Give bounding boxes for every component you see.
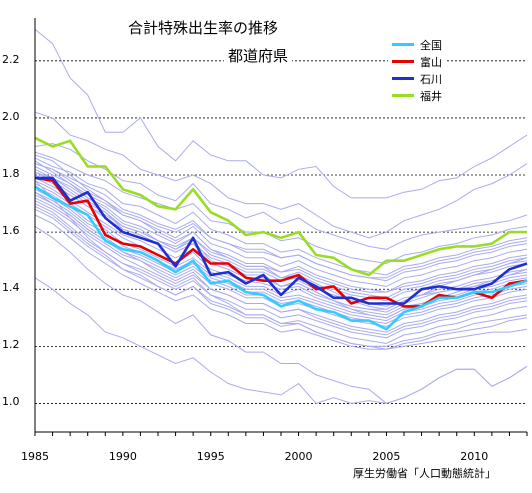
background-series-group [34,29,528,404]
background-series-line-3 [34,151,528,265]
background-series-line-25 [34,191,528,336]
y-tick-label-1.0: 1.0 [2,395,20,409]
x-tick-label-1990: 1990 [108,450,137,463]
background-series-line-20 [34,154,528,310]
series-line-fukui [34,136,527,277]
legend-swatch-ishikawa [392,77,414,80]
background-series-line-7 [34,168,528,293]
legend-item-national: 全国 [392,36,442,53]
background-series-line-30 [34,277,528,404]
y-tick-label-1.6: 1.6 [2,224,20,238]
x-tick-marks [34,432,528,436]
legend-swatch-toyama [392,60,414,63]
y-tick-label-2.2: 2.2 [2,52,20,66]
legend-swatch-national [392,43,414,46]
legend-item-toyama: 富山 [392,53,442,70]
legend-label-ishikawa: 石川 [420,72,442,86]
x-tick-label-2005: 2005 [372,450,401,463]
background-series-line-4 [34,157,528,276]
highlight-series-group [34,136,528,331]
y-tick-label-1.4: 1.4 [2,281,20,295]
y-tick-label-1.2: 1.2 [2,338,20,352]
background-series-line-14 [34,191,528,322]
legend-label-toyama: 富山 [420,55,442,69]
legend-swatch-fukui [392,94,414,97]
x-tick-label-1995: 1995 [196,450,225,463]
background-series-line-6 [34,166,528,287]
chart-title: 合計特殊出生率の推移 [128,18,338,38]
background-series-line-29 [34,225,528,404]
x-tick-label-1985: 1985 [21,450,49,463]
legend-item-fukui: 福井 [392,87,442,104]
background-series-line-27 [34,214,528,350]
background-series-line-22 [34,171,528,310]
chart-subtitle: 都道府県 [224,46,293,66]
background-series-line-28 [34,180,528,350]
background-series-line-26 [34,205,528,347]
series-line-national [34,185,528,331]
series-line-ishikawa [35,176,528,305]
background-series-line-1 [34,111,528,239]
legend: 全国 富山 石川 福井 [388,36,446,104]
background-series-line-23 [34,177,528,293]
background-series-line-0 [34,29,528,199]
legend-item-ishikawa: 石川 [392,70,442,87]
legend-label-fukui: 福井 [420,89,442,103]
background-series-line-15 [34,194,528,325]
series-line-toyama [34,176,528,308]
source-note: 厚生労働省「人口動態統計」 [353,467,496,480]
x-tick-label-2010: 2010 [460,450,489,463]
legend-label-national: 全国 [420,38,442,52]
x-tick-label-2000: 2000 [284,450,313,463]
background-series-line-2 [34,143,528,250]
y-tick-label-2.0: 2.0 [2,109,20,123]
y-tick-label-1.8: 1.8 [2,167,20,181]
background-series-line-24 [34,163,528,279]
